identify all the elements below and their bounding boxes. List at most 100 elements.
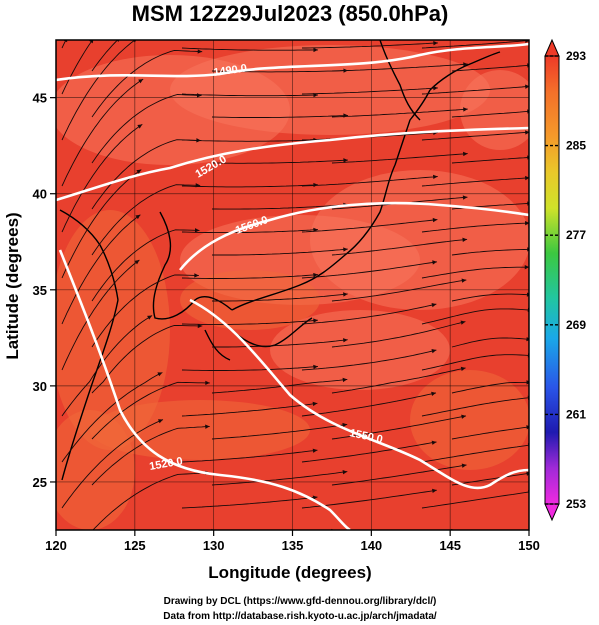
grid-lines [56, 40, 529, 530]
streamline [211, 378, 348, 394]
coastline [429, 51, 501, 91]
streamline-arrow [89, 40, 94, 44]
streamline [301, 441, 437, 463]
streamline-arrow [432, 488, 437, 493]
streamline [301, 392, 437, 417]
streamline [91, 139, 201, 210]
streamline [211, 114, 349, 118]
streamline [91, 229, 200, 302]
streamline [212, 248, 348, 256]
streamline [331, 321, 466, 348]
contour-label: 1520.0 [148, 455, 183, 473]
x-tick-label: 140 [360, 538, 382, 553]
streamline-arrow [138, 79, 144, 84]
streamline [61, 78, 144, 187]
streamline [61, 372, 163, 463]
coastline [231, 164, 396, 311]
streamline [331, 238, 468, 256]
streamline-arrow [147, 315, 153, 320]
streamline [421, 444, 529, 463]
streamline [451, 426, 528, 440]
streamline [301, 349, 437, 371]
streamline [301, 219, 438, 233]
coastline [61, 299, 119, 481]
colorbar-tick-label: 285 [566, 139, 586, 153]
streamline [331, 464, 467, 486]
geopotential-contours [56, 42, 529, 530]
temperature-patch [170, 45, 490, 135]
streamline-arrow [431, 349, 437, 354]
streamline-arrow [194, 228, 200, 233]
streamline [331, 367, 466, 394]
y-tick-label: 30 [33, 379, 47, 394]
coastline [152, 211, 233, 320]
streamline-arrow [342, 422, 348, 428]
streamline-arrow [313, 47, 318, 53]
streamline-arrow [197, 49, 203, 54]
streamline-arrow [313, 318, 318, 323]
streamline [181, 449, 318, 463]
streamline-arrow [432, 260, 437, 265]
streamline [61, 419, 164, 509]
streamline [61, 259, 140, 371]
streamline [421, 40, 526, 49]
streamline-arrow [194, 273, 199, 278]
streamline [451, 473, 528, 486]
streamline-arrow [525, 221, 529, 226]
streamline [331, 415, 467, 440]
streamline [301, 303, 437, 325]
streamline [91, 381, 210, 440]
streamline [212, 204, 348, 210]
streamline [91, 94, 202, 164]
colorbar: 293 285 277 269 261 253 [544, 38, 586, 522]
streamline-arrow [432, 174, 438, 180]
x-tick-label: 135 [282, 538, 304, 553]
streamline [421, 491, 529, 509]
streamline-arrow [461, 463, 467, 468]
streamline [421, 308, 529, 325]
streamline [212, 339, 348, 348]
streamline-arrow [463, 62, 468, 67]
streamline [181, 366, 318, 371]
coastlines [59, 40, 501, 481]
streamline [181, 319, 318, 325]
geopotential-contour [56, 42, 529, 82]
streamline [61, 214, 141, 325]
x-tick-label: 120 [45, 538, 67, 553]
coastline [231, 317, 313, 348]
wind-streamlines [61, 40, 529, 530]
streamline-arrow [343, 292, 348, 297]
streamline-arrow [135, 214, 141, 220]
streamline [181, 139, 319, 142]
streamline-arrow [342, 377, 348, 383]
streamline-arrow [431, 440, 437, 445]
streamline [211, 423, 348, 440]
streamline-arrow [461, 278, 467, 283]
y-axis: 25 30 35 40 45 [33, 91, 56, 490]
streamline [91, 425, 210, 486]
x-tick-label: 130 [203, 538, 225, 553]
x-axis: 120 125 130 135 140 145 150 [45, 530, 540, 553]
streamline [301, 87, 438, 95]
streamline-arrow [157, 372, 163, 377]
y-tick-label: 40 [33, 187, 47, 202]
streamline [181, 274, 318, 279]
x-axis-label: Longitude (degrees) [208, 563, 371, 582]
streamline [61, 169, 142, 279]
colorbar-scale [544, 55, 560, 505]
streamline [331, 108, 468, 118]
streamline [91, 49, 203, 118]
streamline [421, 266, 526, 279]
streamline-arrow [460, 366, 466, 371]
streamline-arrow [461, 414, 467, 419]
temperature-patch [90, 400, 310, 460]
credit-data: Data from http://database.rish.kyoto-u.a… [163, 611, 437, 622]
streamline-arrow [205, 424, 210, 429]
streamline [421, 131, 526, 141]
coastline [394, 89, 431, 166]
streamline [91, 184, 201, 256]
geopotential-contour [178, 201, 529, 271]
streamline-arrow [432, 217, 438, 223]
streamline-arrow [313, 272, 318, 278]
